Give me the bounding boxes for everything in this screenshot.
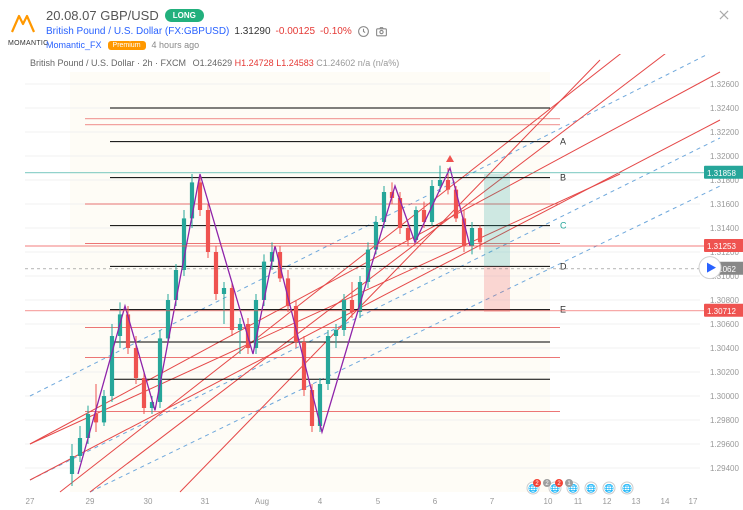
svg-text:1.32000: 1.32000 xyxy=(710,152,739,161)
publisher-logo: MOMANTIC xyxy=(8,8,49,47)
author-link[interactable]: Momantic_FX xyxy=(46,40,102,50)
direction-badge: LONG xyxy=(165,9,204,22)
svg-text:10: 10 xyxy=(544,497,553,506)
svg-text:31: 31 xyxy=(201,497,210,506)
svg-text:13: 13 xyxy=(632,497,641,506)
price-change-pct: -0.10% xyxy=(320,26,352,37)
chart-svg[interactable]: 1.29400 1.29600 1.29800 1.30000 1.30200 1.304… xyxy=(0,54,743,510)
svg-text:11: 11 xyxy=(574,497,583,506)
svg-text:🌐: 🌐 xyxy=(622,483,632,493)
svg-text:14: 14 xyxy=(661,497,670,506)
svg-text:1.30200: 1.30200 xyxy=(710,368,739,377)
svg-text:1.29800: 1.29800 xyxy=(710,416,739,425)
svg-text:12: 12 xyxy=(603,497,612,506)
svg-text:Aug: Aug xyxy=(255,497,269,506)
svg-text:C: C xyxy=(560,221,567,231)
svg-text:1.29600: 1.29600 xyxy=(710,440,739,449)
logo-text: MOMANTIC xyxy=(8,40,49,47)
premium-badge: Premium xyxy=(108,41,146,50)
svg-text:1.29400: 1.29400 xyxy=(710,464,739,473)
close-button[interactable] xyxy=(717,8,731,27)
svg-text:1.30400: 1.30400 xyxy=(710,344,739,353)
price-change: -0.00125 xyxy=(276,26,315,37)
chart-area[interactable]: British Pound / U.S. Dollar · 2h · FXCM … xyxy=(0,54,743,510)
svg-text:1.31600: 1.31600 xyxy=(710,200,739,209)
svg-text:1.30000: 1.30000 xyxy=(710,392,739,401)
svg-text:🌐: 🌐 xyxy=(586,483,596,493)
svg-text:4: 4 xyxy=(318,497,323,506)
svg-text:1.30712: 1.30712 xyxy=(707,307,736,316)
clock-icon xyxy=(357,25,370,38)
svg-text:27: 27 xyxy=(26,497,35,506)
svg-text:1.30600: 1.30600 xyxy=(710,320,739,329)
idea-title: 20.08.07 GBP/USD xyxy=(46,8,159,23)
symbol-link[interactable]: British Pound / U.S. Dollar (FX:GBPUSD) xyxy=(46,26,229,37)
svg-text:1.30800: 1.30800 xyxy=(710,296,739,305)
svg-text:1.31400: 1.31400 xyxy=(710,224,739,233)
svg-text:17: 17 xyxy=(689,497,698,506)
svg-text:E: E xyxy=(560,305,566,315)
camera-icon[interactable] xyxy=(375,25,388,38)
svg-text:1.32600: 1.32600 xyxy=(710,80,739,89)
publish-time: 4 hours ago xyxy=(152,40,200,50)
svg-text:30: 30 xyxy=(144,497,153,506)
svg-text:1.32200: 1.32200 xyxy=(710,128,739,137)
last-price: 1.31290 xyxy=(234,26,270,37)
svg-text:B: B xyxy=(560,173,566,183)
svg-text:🌐: 🌐 xyxy=(604,483,614,493)
svg-text:D: D xyxy=(560,261,567,271)
svg-text:1.31253: 1.31253 xyxy=(707,242,736,251)
svg-text:A: A xyxy=(560,137,566,147)
svg-text:7: 7 xyxy=(490,497,495,506)
svg-text:1.32400: 1.32400 xyxy=(710,104,739,113)
svg-text:5: 5 xyxy=(376,497,381,506)
chart-info-line: British Pound / U.S. Dollar · 2h · FXCM … xyxy=(30,58,399,68)
svg-text:1.31858: 1.31858 xyxy=(707,169,736,178)
svg-text:29: 29 xyxy=(86,497,95,506)
svg-text:6: 6 xyxy=(433,497,438,506)
